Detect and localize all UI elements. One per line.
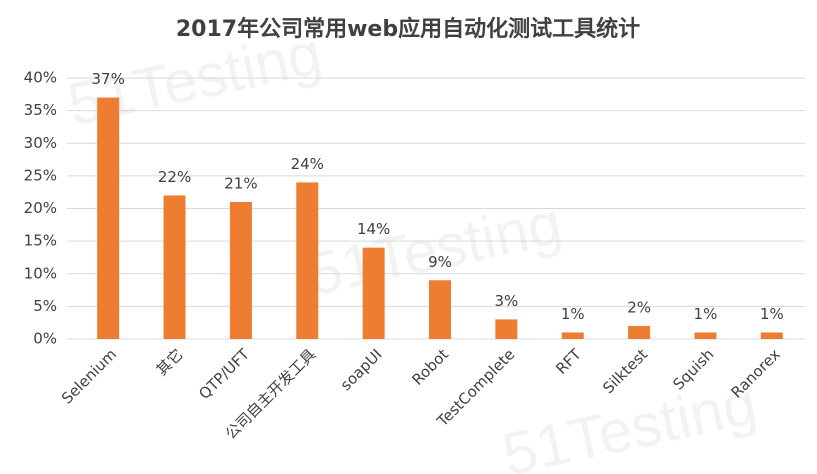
chart-title: 2017年公司常用web应用自动化测试工具统计 — [176, 16, 640, 42]
value-label: 2% — [627, 298, 651, 316]
y-tick-label: 35% — [24, 101, 57, 119]
value-label: 9% — [428, 253, 452, 271]
value-label: 1% — [760, 305, 784, 323]
y-tick-label: 10% — [24, 264, 57, 282]
value-label: 24% — [291, 155, 324, 173]
value-label: 1% — [694, 305, 718, 323]
bar — [429, 280, 451, 339]
bar — [163, 195, 186, 339]
value-label: 22% — [158, 168, 191, 186]
y-tick-label: 0% — [33, 330, 57, 348]
y-tick-label: 30% — [24, 134, 57, 152]
value-label: 3% — [494, 292, 518, 310]
value-label: 1% — [561, 305, 585, 323]
bar — [628, 325, 651, 339]
value-label: 14% — [357, 220, 390, 238]
y-tick-label: 40% — [24, 69, 57, 87]
y-tick-label: 20% — [24, 199, 57, 217]
y-tick-label: 5% — [33, 297, 57, 315]
bar — [97, 97, 120, 339]
bar — [229, 201, 252, 339]
bar — [694, 332, 717, 339]
value-label: 37% — [92, 70, 125, 88]
bar — [362, 247, 385, 339]
y-tick-label: 25% — [24, 166, 57, 184]
bar — [561, 332, 584, 339]
value-label: 21% — [224, 174, 257, 192]
y-tick-label: 15% — [24, 232, 57, 250]
bar — [296, 182, 319, 339]
bar — [495, 319, 518, 339]
bar — [760, 332, 783, 339]
